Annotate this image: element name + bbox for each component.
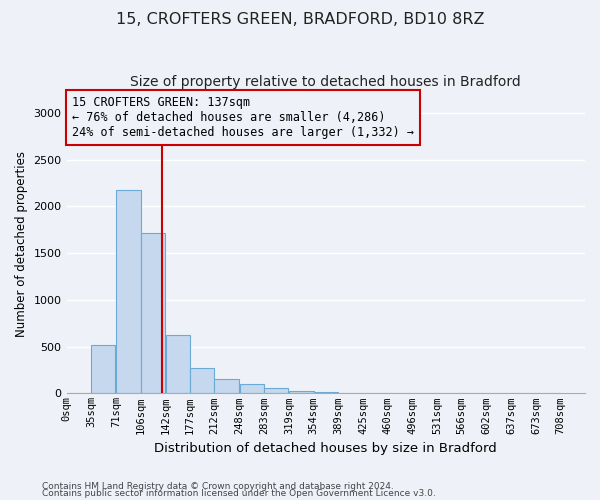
Bar: [116, 190, 140, 394]
Bar: [214, 380, 239, 394]
Text: Contains public sector information licensed under the Open Government Licence v3: Contains public sector information licen…: [42, 490, 436, 498]
Y-axis label: Number of detached properties: Number of detached properties: [15, 151, 28, 337]
Title: Size of property relative to detached houses in Bradford: Size of property relative to detached ho…: [130, 75, 521, 89]
Bar: [338, 392, 362, 394]
Bar: [190, 368, 214, 394]
Bar: [166, 335, 190, 394]
Bar: [264, 388, 289, 394]
Text: 15, CROFTERS GREEN, BRADFORD, BD10 8RZ: 15, CROFTERS GREEN, BRADFORD, BD10 8RZ: [116, 12, 484, 28]
Bar: [314, 392, 338, 394]
Text: Contains HM Land Registry data © Crown copyright and database right 2024.: Contains HM Land Registry data © Crown c…: [42, 482, 394, 491]
Bar: [289, 390, 314, 394]
Text: 15 CROFTERS GREEN: 137sqm
← 76% of detached houses are smaller (4,286)
24% of se: 15 CROFTERS GREEN: 137sqm ← 76% of detac…: [72, 96, 414, 139]
Bar: [140, 232, 165, 394]
Bar: [239, 384, 264, 394]
X-axis label: Distribution of detached houses by size in Bradford: Distribution of detached houses by size …: [154, 442, 497, 455]
Bar: [91, 345, 115, 394]
